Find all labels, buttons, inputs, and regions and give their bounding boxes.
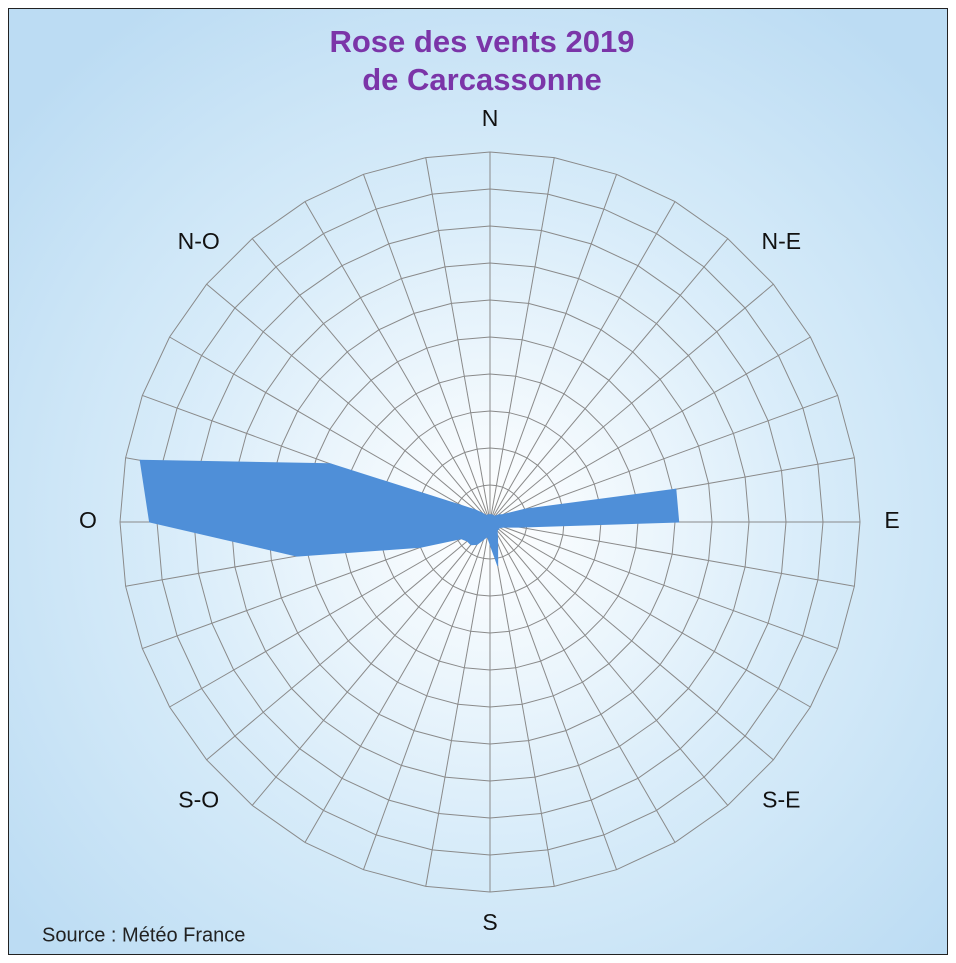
grid-spoke	[206, 521, 491, 761]
grid-spoke	[489, 394, 838, 523]
grid-spoke	[169, 336, 491, 523]
grid-spoke	[489, 201, 676, 523]
compass-label: N-O	[178, 228, 220, 254]
grid-spoke	[489, 521, 811, 708]
grid-spoke	[489, 521, 729, 806]
grid-spoke	[489, 174, 618, 523]
grid-spoke	[489, 238, 729, 523]
compass-label: S-O	[178, 786, 219, 812]
compass-label: E	[884, 507, 899, 533]
chart-title: Rose des vents 2019	[329, 24, 634, 59]
grid-spoke	[489, 521, 855, 587]
grid-spoke	[489, 521, 676, 843]
grid-spoke	[251, 238, 491, 523]
grid-spoke	[489, 521, 618, 870]
grid-spoke	[362, 174, 491, 523]
compass-label: N	[482, 105, 499, 131]
grid-spoke	[489, 521, 774, 761]
data-area	[139, 459, 680, 566]
grid-spoke	[206, 283, 491, 523]
grid-spoke	[489, 283, 774, 523]
grid-spoke	[489, 521, 838, 650]
compass-label: S-E	[762, 786, 800, 812]
grid-spoke	[489, 336, 811, 523]
grid-spoke	[489, 521, 555, 887]
grid-spoke	[169, 521, 491, 708]
compass-label: N-E	[761, 228, 801, 254]
chart-subtitle: de Carcassonne	[362, 62, 602, 97]
grid-spoke	[425, 157, 491, 523]
grid-spoke	[304, 201, 491, 523]
grid-spoke	[251, 521, 491, 806]
marks	[139, 459, 680, 566]
grid-spoke	[304, 521, 491, 843]
grid-spoke	[425, 521, 491, 887]
source-note: Source : Météo France	[42, 924, 245, 946]
compass-label: S	[482, 909, 497, 935]
grid-spoke	[362, 521, 491, 870]
compass-label: O	[79, 507, 97, 533]
grid-spoke	[489, 157, 555, 523]
